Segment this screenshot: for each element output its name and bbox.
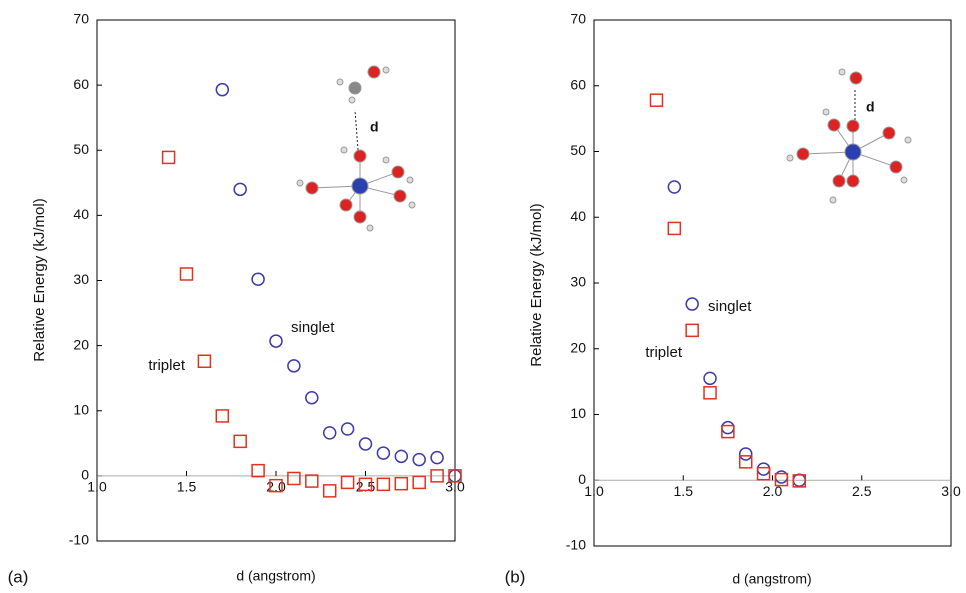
triplet-point	[181, 268, 193, 280]
panel-label: (a)	[8, 567, 29, 586]
series-label: singlet	[291, 319, 335, 336]
triplet-point	[413, 476, 425, 488]
series-label: triplet	[148, 357, 186, 374]
panel-label: (b)	[505, 567, 526, 586]
x-tick-label: 1.0	[584, 483, 604, 499]
y-tick-label: 20	[73, 336, 89, 352]
y-tick-label: 60	[73, 76, 89, 92]
triplet-point	[342, 476, 354, 488]
y-axis-title: Relative Energy (kJ/mol)	[528, 203, 545, 366]
singlet-point	[740, 448, 752, 460]
x-tick-label: 3.0	[445, 479, 465, 495]
singlet-point	[413, 454, 425, 466]
triplet-point	[324, 485, 336, 497]
triplet-point	[377, 478, 389, 490]
triplet-point	[650, 94, 662, 106]
y-tick-label: 70	[73, 11, 89, 27]
x-tick-label: 1.5	[177, 479, 197, 495]
series-label: singlet	[708, 298, 752, 315]
singlet-point	[306, 392, 318, 404]
singlet-point	[668, 181, 680, 193]
singlet-point	[686, 298, 698, 310]
y-tick-label: -10	[566, 537, 586, 553]
y-tick-label: 70	[570, 11, 586, 27]
triplet-point	[252, 465, 264, 477]
plot-area	[594, 20, 951, 546]
y-tick-label: 30	[73, 271, 89, 287]
singlet-point	[722, 422, 734, 434]
singlet-point	[775, 471, 787, 483]
x-tick-label: 3.0	[941, 483, 961, 499]
singlet-point	[431, 452, 443, 464]
x-tick-label: 1.5	[674, 483, 694, 499]
x-tick-label: 2.5	[356, 479, 376, 495]
y-tick-label: 20	[570, 339, 586, 355]
molecule-label: d	[866, 99, 875, 115]
figure: -100102030405060701.01.52.02.53.0d (angs…	[0, 0, 966, 593]
triplet-point	[395, 478, 407, 490]
y-tick-label: 50	[570, 142, 586, 158]
singlet-point	[342, 423, 354, 435]
singlet-point	[270, 335, 282, 347]
molecule-label: d	[370, 119, 379, 135]
y-tick-label: 10	[73, 401, 89, 417]
singlet-point	[704, 372, 716, 384]
triplet-point	[198, 355, 210, 367]
singlet-point	[377, 447, 389, 459]
singlet-point	[252, 273, 264, 285]
x-tick-label: 1.0	[87, 479, 107, 495]
molecule-a	[297, 66, 415, 231]
y-tick-label: 30	[570, 274, 586, 290]
singlet-point	[216, 84, 228, 96]
y-tick-label: 40	[73, 206, 89, 222]
y-tick-label: 10	[570, 405, 586, 421]
singlet-point	[395, 450, 407, 462]
y-tick-label: 40	[570, 208, 586, 224]
molecule-b	[787, 69, 911, 203]
series-label: triplet	[645, 344, 683, 361]
triplet-point	[234, 435, 246, 447]
singlet-point	[288, 360, 300, 372]
triplet-point	[163, 151, 175, 163]
triplet-point	[216, 410, 228, 422]
singlet-point	[234, 183, 246, 195]
y-tick-label: 60	[570, 76, 586, 92]
triplet-point	[288, 472, 300, 484]
y-tick-label: -10	[69, 532, 89, 548]
singlet-point	[758, 463, 770, 475]
triplet-point	[306, 475, 318, 487]
triplet-point	[704, 387, 716, 399]
x-tick-label: 2.5	[852, 483, 872, 499]
singlet-point	[324, 427, 336, 439]
triplet-point	[686, 324, 698, 336]
y-tick-label: 50	[73, 141, 89, 157]
singlet-point	[360, 438, 372, 450]
y-axis-title: Relative Energy (kJ/mol)	[31, 198, 48, 361]
triplet-point	[668, 222, 680, 234]
x-axis-title: d (angstrom)	[732, 571, 811, 587]
x-axis-title: d (angstrom)	[236, 568, 315, 584]
